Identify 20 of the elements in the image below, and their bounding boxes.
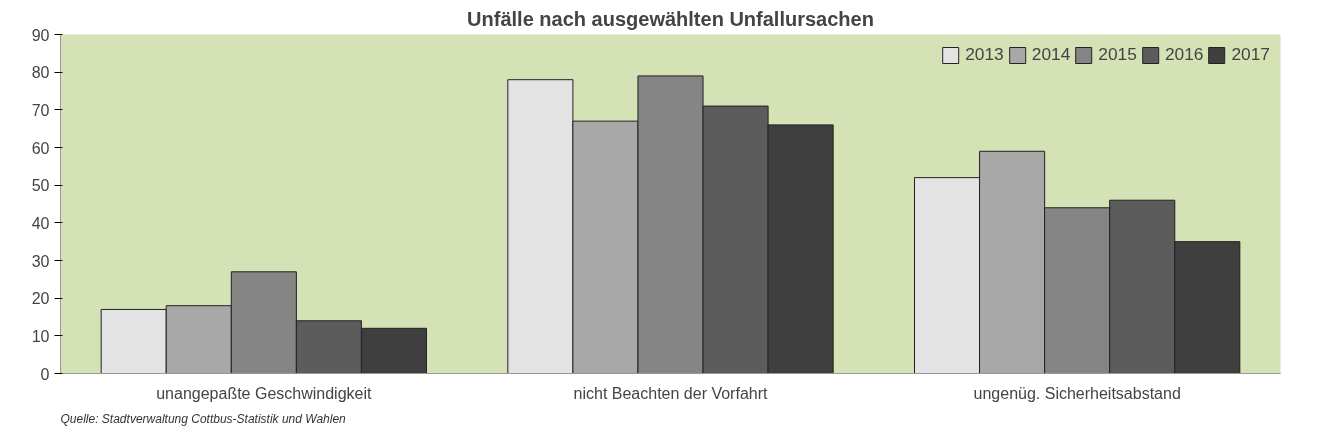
y-tick-label: 90 [31, 26, 50, 44]
y-tick-label: 10 [31, 327, 50, 345]
y-tick-label: 30 [31, 252, 50, 270]
x-tick-label: unangepaßte Geschwindigkeit [156, 384, 373, 402]
source-note: Quelle: Stadtverwaltung Cottbus-Statistik und Wahlen [60, 411, 347, 426]
y-tick-label: 50 [31, 177, 50, 195]
legend-label: 2017 [1231, 44, 1270, 65]
legend-label: 2016 [1164, 44, 1204, 65]
y-tick-label: 70 [31, 101, 50, 119]
x-tick-label: nicht Beachten der Vorfahrt [573, 384, 768, 402]
y-tick-label: 60 [31, 139, 50, 157]
chart-title: Unfälle nach ausgewählten Unfallursachen [467, 7, 874, 30]
y-tick-label: 20 [31, 290, 50, 308]
y-tick-label: 0 [40, 365, 50, 383]
x-tick-label: ungenüg. Sicherheitsabstand [973, 384, 1181, 402]
legend-label: 2015 [1098, 44, 1137, 65]
y-tick-label: 80 [31, 64, 50, 82]
y-tick-label: 40 [31, 214, 50, 232]
legend-label: 2013 [965, 44, 1004, 65]
legend-label: 2014 [1031, 44, 1071, 65]
